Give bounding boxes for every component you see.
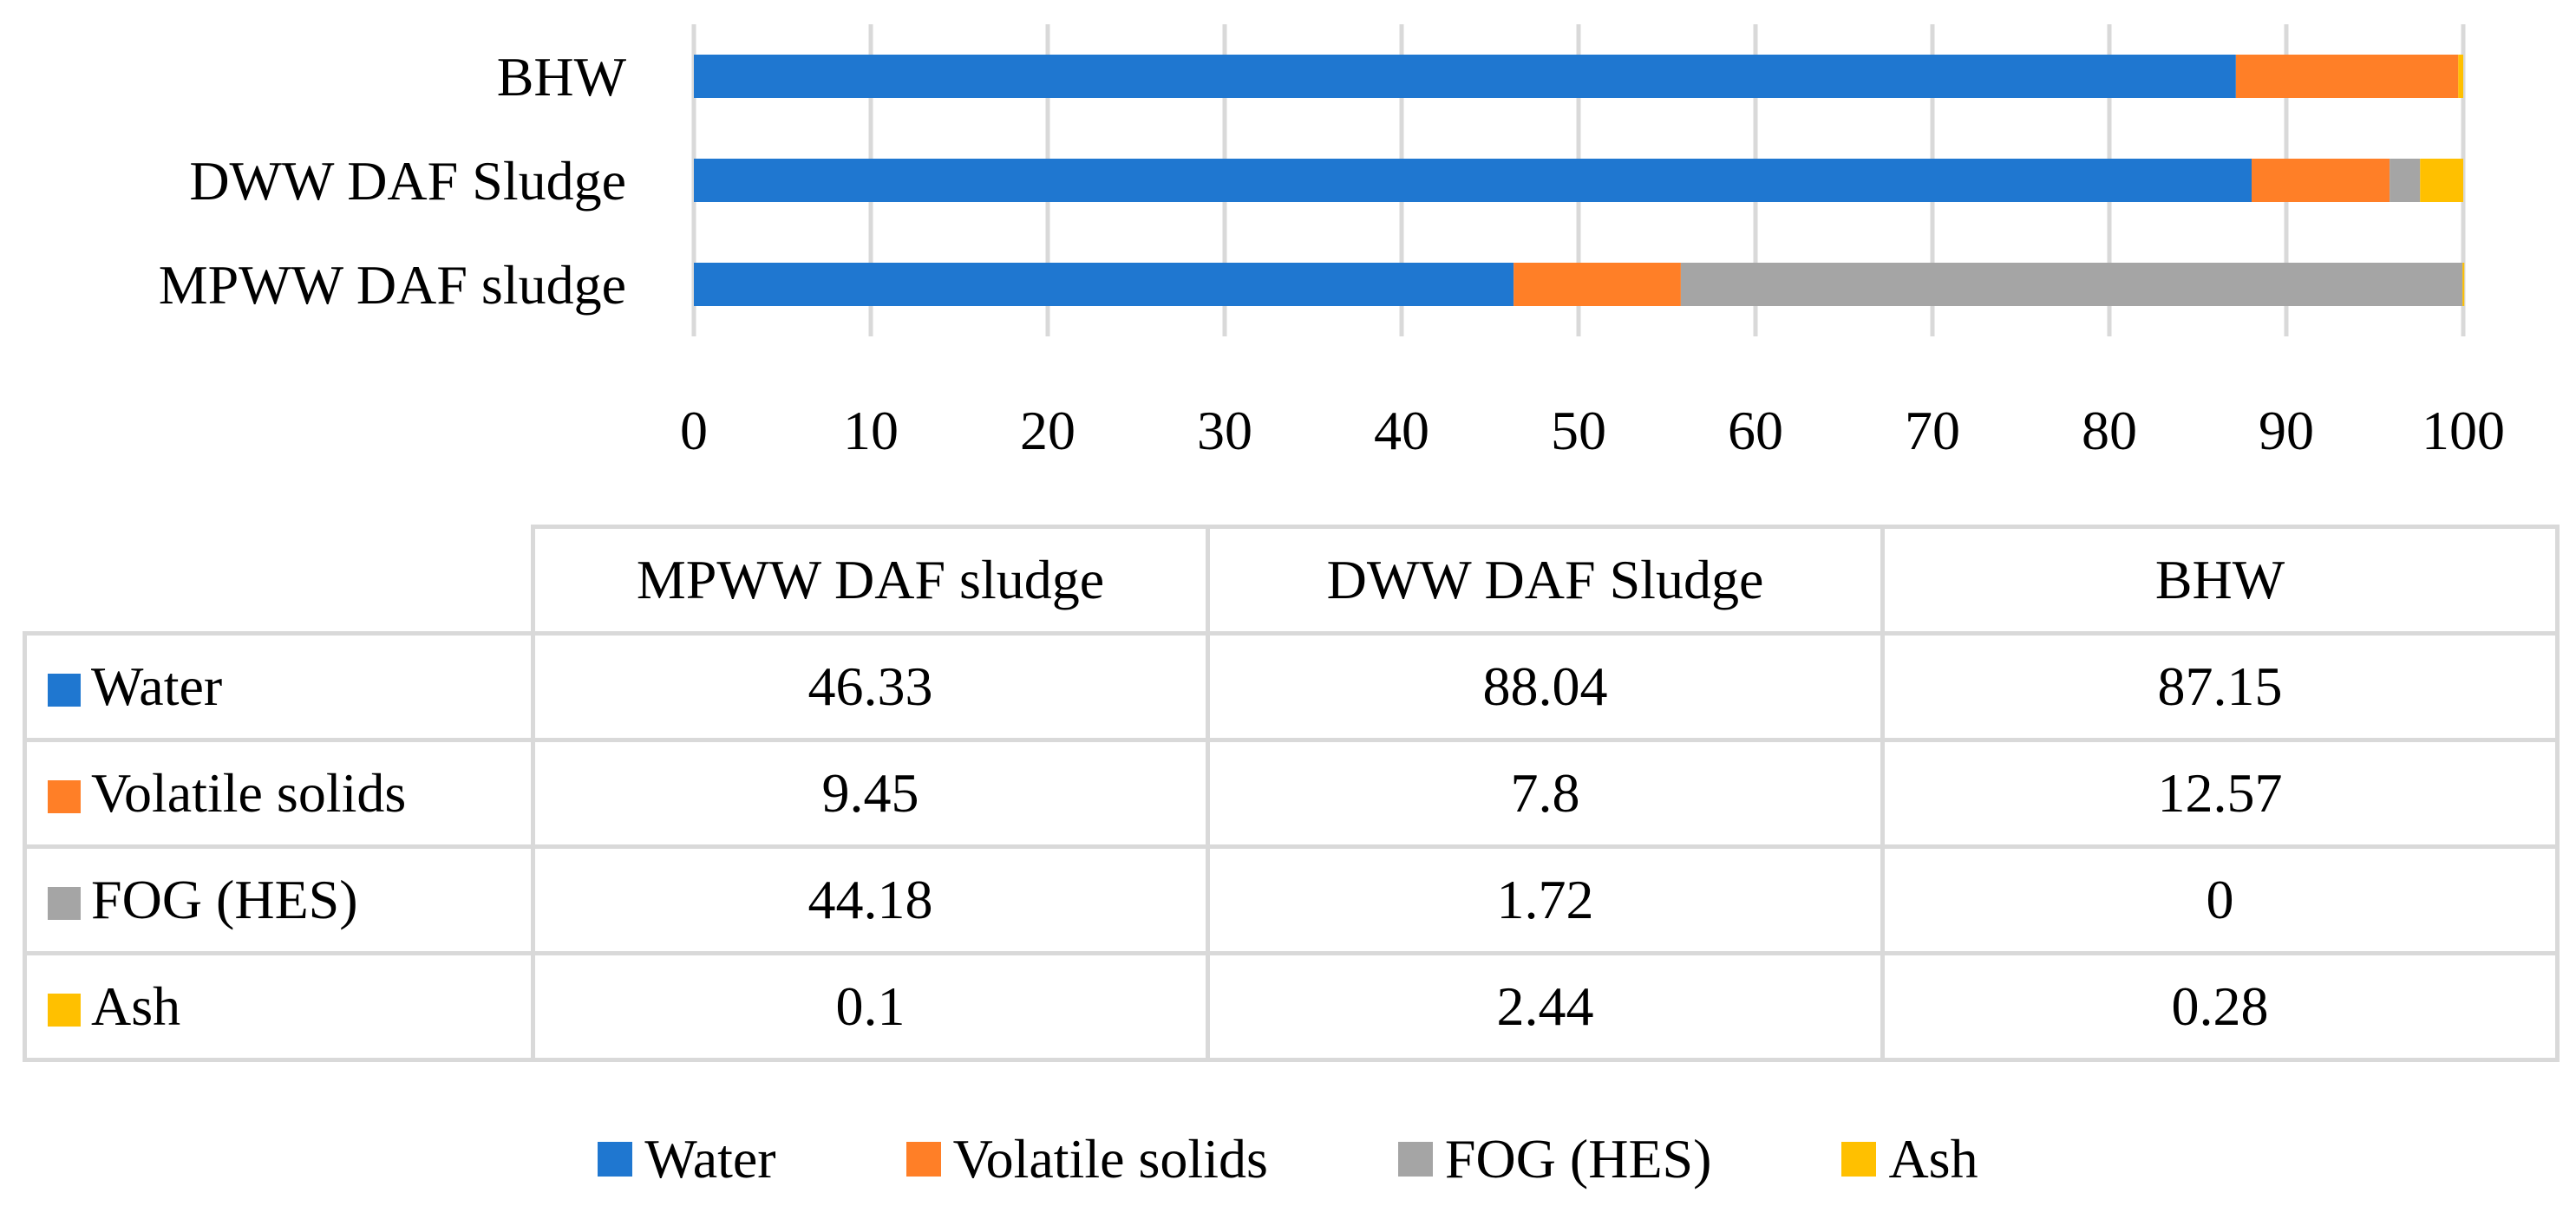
table-row-fog-hes: FOG (HES) 44.18 1.72 0 <box>23 844 2560 955</box>
table-cell: 0.1 <box>531 951 1210 1062</box>
table-cell: 7.8 <box>1206 738 1885 849</box>
ash-swatch-icon <box>48 994 81 1027</box>
x-tick-label: 0 <box>680 400 708 461</box>
volatile-solids-swatch-icon <box>48 780 81 813</box>
bar-fog-hes-dww-daf-sludge <box>2390 159 2421 202</box>
x-tick-label: 40 <box>1374 400 1429 461</box>
table-corner <box>24 526 535 636</box>
table-cell: 87.15 <box>1880 631 2560 742</box>
table-header-cell: BHW <box>1880 525 2560 636</box>
table-cell: 88.04 <box>1206 631 1885 742</box>
legend: Water Volatile solids FOG (HES) Ash <box>0 1127 2576 1191</box>
water-legend-swatch-icon <box>598 1142 633 1177</box>
x-tick-label: 30 <box>1197 400 1252 461</box>
category-label: BHW <box>497 46 627 108</box>
volatile-solids-legend-swatch-icon <box>906 1142 941 1177</box>
table-series-cell: Water <box>23 631 535 742</box>
bar-volatile-solids-dww-daf-sludge <box>2252 159 2390 202</box>
table-cell: 46.33 <box>531 631 1210 742</box>
table-cell: 2.44 <box>1206 951 1885 1062</box>
legend-item-water: Water <box>598 1127 776 1191</box>
bars <box>694 55 2465 306</box>
table-series-cell: FOG (HES) <box>23 844 535 955</box>
category-labels: MPWW DAF sludge DWW DAF Sludge BHW <box>159 46 627 316</box>
x-tick-label: 60 <box>1728 400 1783 461</box>
series-label: Water <box>91 655 223 717</box>
category-label: DWW DAF Sludge <box>189 150 626 212</box>
fog-hes-legend-swatch-icon <box>1397 1142 1433 1177</box>
x-tick-label: 100 <box>2422 400 2505 461</box>
x-tick-label: 80 <box>2082 400 2137 461</box>
category-label: MPWW DAF sludge <box>159 254 626 316</box>
legend-item-fog-hes: FOG (HES) <box>1397 1127 1712 1191</box>
table-header-cell: MPWW DAF sludge <box>531 525 1210 636</box>
bar-volatile-solids-bhw <box>2235 55 2459 98</box>
bar-ash-bhw <box>2458 55 2463 98</box>
bar-water-dww-daf-sludge <box>694 159 2252 202</box>
series-label: FOG (HES) <box>91 869 358 930</box>
table-cell: 1.72 <box>1206 844 1885 955</box>
bar-water-mpww-daf-sludge <box>694 263 1514 306</box>
bar-ash-dww-daf-sludge <box>2420 159 2463 202</box>
series-label: Ash <box>91 975 181 1037</box>
table-cell: 0.28 <box>1880 951 2560 1062</box>
table-series-cell: Ash <box>23 951 535 1062</box>
fog-hes-swatch-icon <box>48 887 81 920</box>
table-series-cell: Volatile solids <box>23 738 535 849</box>
bar-volatile-solids-mpww-daf-sludge <box>1514 263 1681 306</box>
legend-label: Ash <box>1888 1128 1978 1190</box>
series-label: Volatile solids <box>91 762 407 824</box>
x-tick-label: 20 <box>1020 400 1076 461</box>
table-header-row: MPWW DAF sludge DWW DAF Sludge BHW <box>24 525 2560 636</box>
legend-item-volatile-solids: Volatile solids <box>906 1127 1268 1191</box>
table-cell: 9.45 <box>531 738 1210 849</box>
bar-water-bhw <box>694 55 2236 98</box>
x-tick-label: 50 <box>1551 400 1606 461</box>
data-table: MPWW DAF sludge DWW DAF Sludge BHW Water… <box>23 525 2560 1062</box>
table-row-ash: Ash 0.1 2.44 0.28 <box>23 951 2560 1062</box>
water-swatch-icon <box>48 674 81 707</box>
x-tick-labels: 0 10 20 30 40 50 60 70 80 90 100 <box>680 400 2505 461</box>
x-tick-label: 90 <box>2259 400 2314 461</box>
stacked-bar-chart: MPWW DAF sludge DWW DAF Sludge BHW 0 10 20 30… <box>159 24 2505 461</box>
ash-legend-swatch-icon <box>1841 1142 1877 1177</box>
legend-label: FOG (HES) <box>1444 1128 1712 1190</box>
legend-item-ash: Ash <box>1841 1127 1978 1191</box>
bar-ash-mpww-daf-sludge <box>2462 263 2465 306</box>
table-row-volatile-solids: Volatile solids 9.45 7.8 12.57 <box>23 738 2560 849</box>
table-cell: 44.18 <box>531 844 1210 955</box>
legend-label: Water <box>644 1128 776 1190</box>
x-tick-label: 70 <box>1905 400 1960 461</box>
x-tick-label: 10 <box>843 400 899 461</box>
table-row-water: Water 46.33 88.04 87.15 <box>23 631 2560 742</box>
table-cell: 0 <box>1880 844 2560 955</box>
legend-label: Volatile solids <box>952 1128 1268 1190</box>
table-cell: 12.57 <box>1880 738 2560 849</box>
bar-fog-hes-mpww-daf-sludge <box>1680 263 2463 306</box>
table-header-cell: DWW DAF Sludge <box>1206 525 1885 636</box>
